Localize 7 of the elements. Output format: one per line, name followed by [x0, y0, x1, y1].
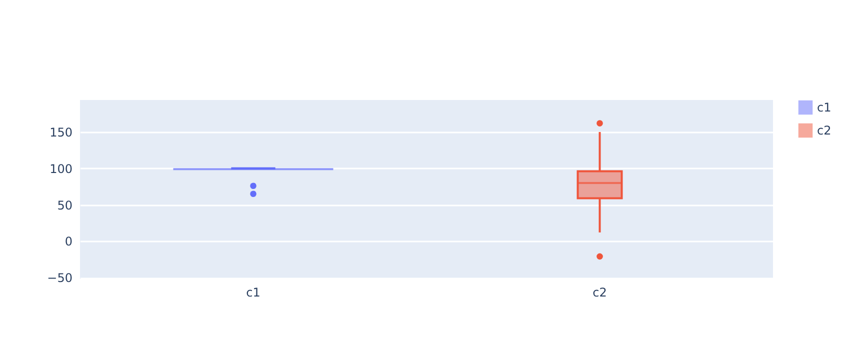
legend-label: c2: [817, 124, 832, 138]
y-tick-label: 0: [64, 234, 72, 249]
y-tick-label: −50: [47, 271, 72, 286]
y-tick-label: 50: [57, 198, 72, 212]
legend-label: c1: [817, 100, 832, 114]
y-tick-label: 150: [50, 126, 72, 140]
y-tick-label: 100: [50, 162, 72, 176]
